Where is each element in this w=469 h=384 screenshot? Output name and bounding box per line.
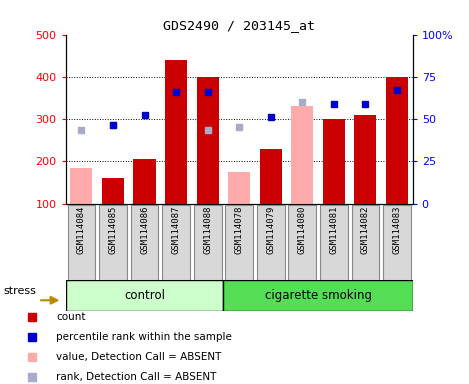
FancyBboxPatch shape [99,205,127,280]
Bar [355,115,377,204]
FancyBboxPatch shape [257,205,285,280]
FancyBboxPatch shape [194,205,221,280]
Bar [134,159,156,204]
Text: GSM114080: GSM114080 [298,206,307,254]
Text: GSM114086: GSM114086 [140,206,149,254]
FancyBboxPatch shape [288,205,316,280]
Text: GSM114081: GSM114081 [329,206,338,254]
Text: GSM114088: GSM114088 [203,206,212,254]
Title: GDS2490 / 203145_at: GDS2490 / 203145_at [163,19,315,32]
FancyBboxPatch shape [383,205,411,280]
Bar [70,168,92,204]
FancyBboxPatch shape [351,205,379,280]
Bar [165,60,187,204]
FancyBboxPatch shape [320,205,348,280]
FancyBboxPatch shape [225,205,253,280]
FancyBboxPatch shape [66,280,223,311]
Text: rank, Detection Call = ABSENT: rank, Detection Call = ABSENT [56,372,217,382]
Bar [260,149,282,204]
Text: value, Detection Call = ABSENT: value, Detection Call = ABSENT [56,352,222,362]
Text: control: control [124,289,165,302]
FancyBboxPatch shape [68,205,95,280]
FancyBboxPatch shape [162,205,190,280]
Text: GSM114082: GSM114082 [361,206,370,254]
Bar [197,77,219,204]
Bar [323,119,345,204]
Text: count: count [56,311,86,321]
Bar [228,172,250,204]
FancyBboxPatch shape [131,205,159,280]
Bar [386,77,408,204]
Text: GSM114084: GSM114084 [77,206,86,254]
Text: GSM114078: GSM114078 [234,206,244,254]
Text: stress: stress [3,286,36,296]
Text: cigarette smoking: cigarette smoking [265,289,371,302]
Text: GSM114079: GSM114079 [266,206,275,254]
Bar [291,106,313,204]
FancyBboxPatch shape [223,280,413,311]
Text: percentile rank within the sample: percentile rank within the sample [56,331,232,342]
Text: GSM114085: GSM114085 [108,206,118,254]
Bar [102,178,124,204]
Text: GSM114087: GSM114087 [172,206,181,254]
Text: GSM114083: GSM114083 [393,206,401,254]
